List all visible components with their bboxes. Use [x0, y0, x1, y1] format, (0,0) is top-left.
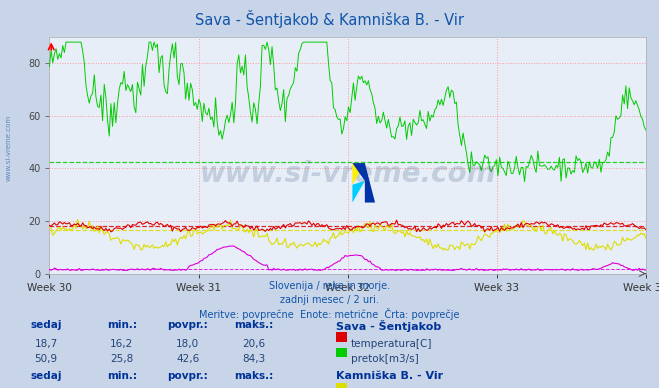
Text: 50,9: 50,9 [34, 354, 58, 364]
Polygon shape [353, 181, 365, 203]
Text: zadnji mesec / 2 uri.: zadnji mesec / 2 uri. [280, 295, 379, 305]
Text: www.si-vreme.com: www.si-vreme.com [200, 160, 496, 188]
Text: pretok[m3/s]: pretok[m3/s] [351, 354, 418, 364]
Text: sedaj: sedaj [30, 320, 62, 330]
Text: povpr.:: povpr.: [167, 320, 208, 330]
Text: min.:: min.: [107, 320, 137, 330]
Text: Meritve: povprečne  Enote: metrične  Črta: povprečje: Meritve: povprečne Enote: metrične Črta:… [199, 308, 460, 320]
Polygon shape [353, 163, 365, 185]
Text: 18,0: 18,0 [176, 339, 200, 349]
Text: 25,8: 25,8 [110, 354, 134, 364]
Text: sedaj: sedaj [30, 371, 62, 381]
Text: 42,6: 42,6 [176, 354, 200, 364]
Text: www.si-vreme.com: www.si-vreme.com [5, 114, 11, 180]
Text: 20,6: 20,6 [242, 339, 266, 349]
Text: temperatura[C]: temperatura[C] [351, 339, 432, 349]
Text: Sava - Šentjakob: Sava - Šentjakob [336, 320, 442, 332]
Text: 18,7: 18,7 [34, 339, 58, 349]
Text: Kamniška B. - Vir: Kamniška B. - Vir [336, 371, 444, 381]
Text: povpr.:: povpr.: [167, 371, 208, 381]
Text: maks.:: maks.: [234, 320, 273, 330]
Text: Sava - Šentjakob & Kamniška B. - Vir: Sava - Šentjakob & Kamniška B. - Vir [195, 10, 464, 28]
Text: 16,2: 16,2 [110, 339, 134, 349]
Text: maks.:: maks.: [234, 371, 273, 381]
Text: Slovenija / reke in morje.: Slovenija / reke in morje. [269, 281, 390, 291]
Polygon shape [353, 163, 375, 203]
Text: min.:: min.: [107, 371, 137, 381]
Text: 84,3: 84,3 [242, 354, 266, 364]
